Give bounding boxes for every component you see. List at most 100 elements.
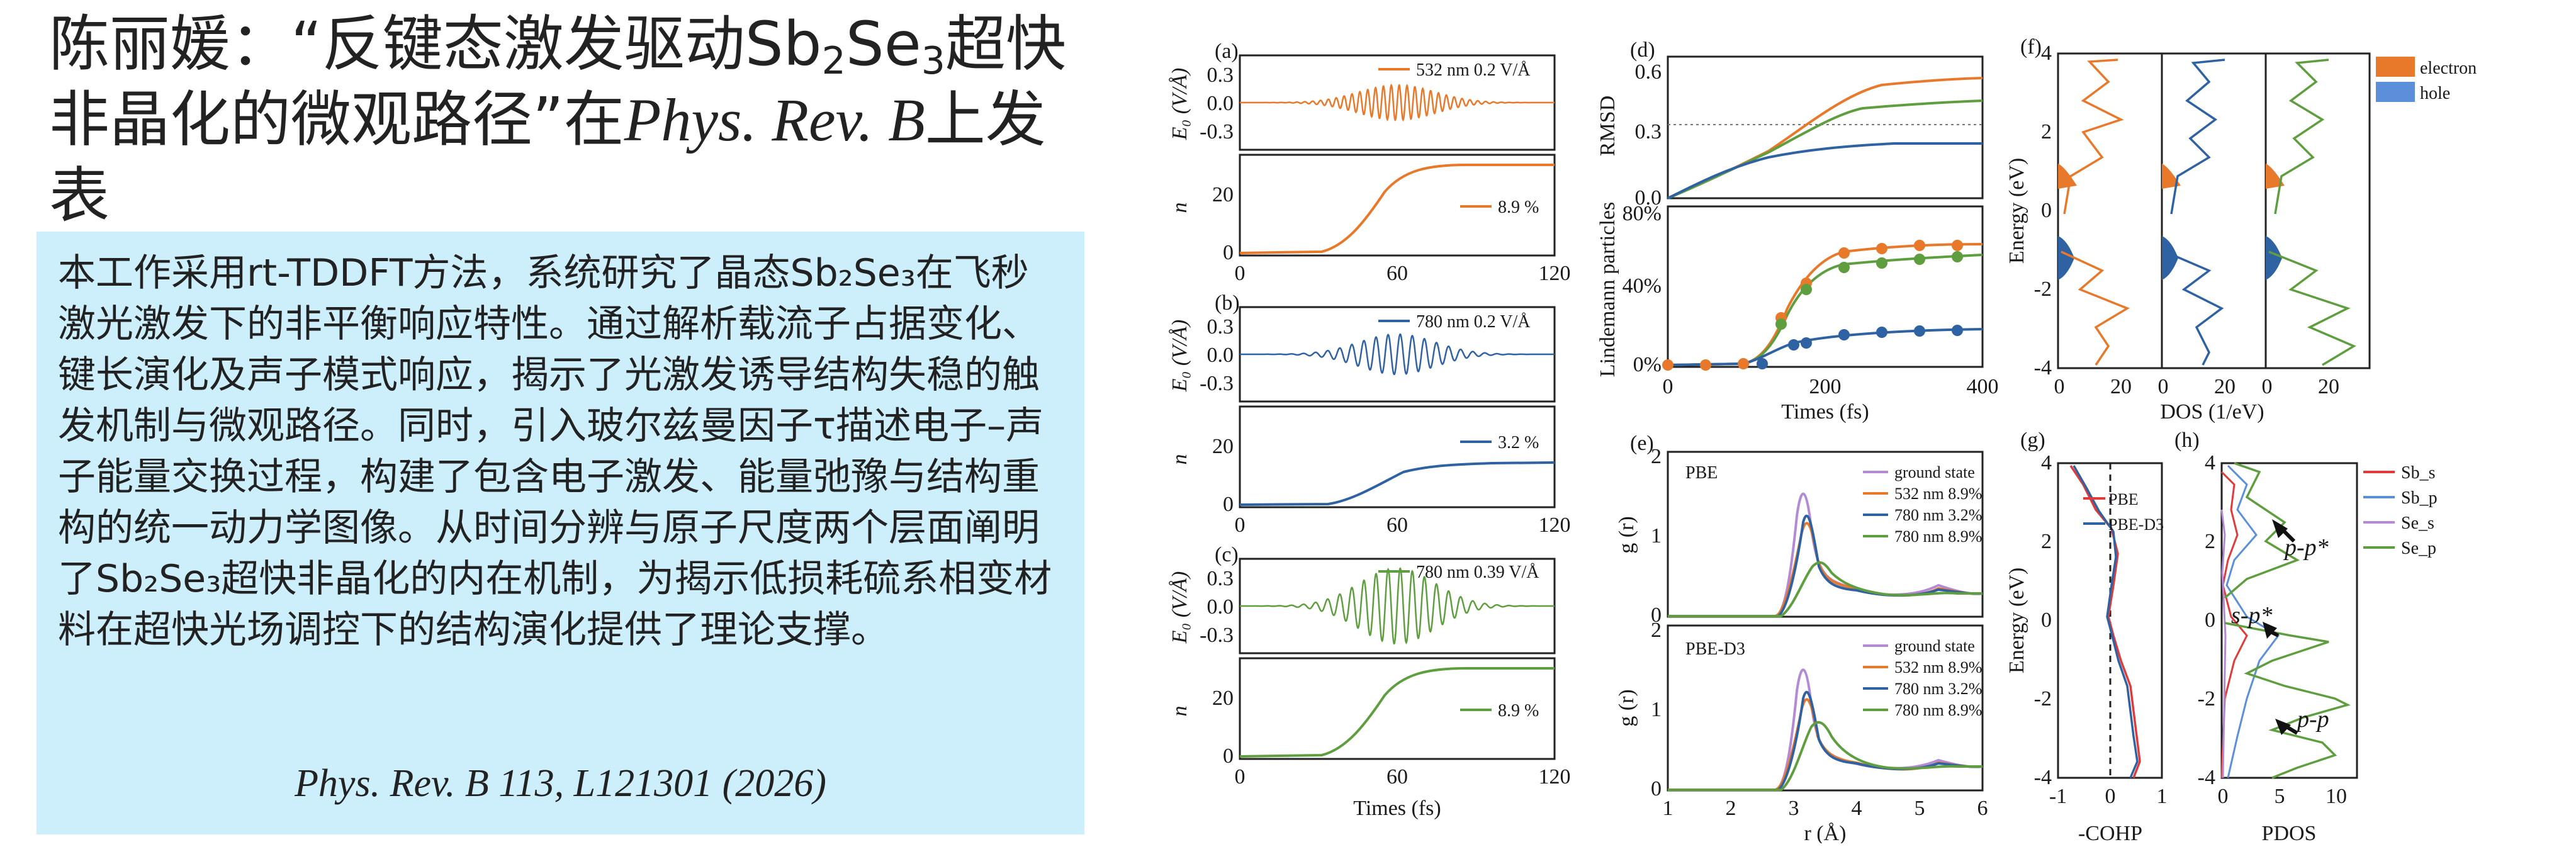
dos-tick: 0 [2158,375,2169,398]
lindemann-marker [1952,325,1963,336]
dos-axis-label: DOS (1/eV) [2160,400,2264,424]
annot-arrow-3-head [2275,719,2291,735]
lindemann-green-curve [1667,254,1983,366]
gr-tick: 1 [1651,524,1662,547]
pdos-sb-p [2225,464,2280,778]
panel-b-legend: 780 nm 0.2 V/Å [1416,312,1531,332]
panel-c-n-legend: 8.9 % [1498,701,1539,721]
dos-tick: 0 [2054,375,2065,398]
lindemann-tick: 40% [1623,274,1662,298]
lindemann-marker [1914,254,1925,265]
gr-tick: 0 [1651,604,1662,627]
lindemann-marker [1838,329,1850,340]
annot-arrow-2-head [2263,622,2277,639]
e0-tick: 0.3 [1207,315,1234,339]
panel-c-field-wave [1240,567,1555,645]
lindemann-orange-curve [1667,243,1983,366]
panel-b-field-wave [1240,333,1555,376]
lindemann-blue-curve [1667,328,1983,366]
lindemann-tick: 0% [1633,353,1662,376]
rmsd-axis-label: RMSD [1596,96,1619,156]
r-tick: 4 [1852,797,1862,820]
panel-a: (a) 532 nm 0.2 V/Å 8.9 % 0.3 0.0 -0.3 20… [1168,40,1571,285]
time-tick: 60 [1386,765,1408,789]
rmsd-green-curve [1667,99,1983,199]
r-axis-label: r (Å) [1804,822,1846,843]
citation: Phys. Rev. B 113, L121301 (2026) [295,762,826,805]
panel-h: (h) p-p* s-p* p-p 4 2 0 -2 -4 0 5 10 PDO… [2174,429,2438,843]
panel-e-pbe-legend: ground state 532 nm 8.9% 780 nm 3.2% 780 nm… [1863,463,1982,546]
panel-a-label: (a) [1215,40,1239,63]
panel-b-label: (b) [1215,291,1240,315]
lindemann-marker [1801,284,1812,295]
panel-d-rmsd-frame [1667,55,1984,199]
time-tick: 120 [1539,262,1571,285]
dos1-line [2061,59,2130,366]
dos-tick: 0 [2262,375,2273,398]
time-tick: 120 [1539,765,1571,789]
d-time-axis-label: Times (fs) [1781,400,1869,424]
pdos-axis-label: PDOS [2262,822,2317,843]
dos3-hole-fill [2266,236,2282,280]
panel-g: (g) PBE PBE-D3 4 2 0 -2 -4 Energy (eV) -… [2005,429,2168,843]
g-energy-tick: -4 [2034,766,2052,789]
dos-frame-3 [2264,52,2371,369]
gr-axis-label: g (r) [1615,516,1638,553]
lindemann-markers [1662,240,1963,371]
dos1-hole-fill [2058,236,2074,280]
energy-tick: 4 [2041,42,2052,65]
panel-b-n-curve [1239,461,1555,506]
panel-c-label: (c) [1215,543,1239,566]
e0-axis-label: E₀ (V/Å) [1168,320,1191,393]
e0-tick: -0.3 [1200,120,1234,143]
cohp-tick: 0 [2105,785,2116,808]
panel-f: (f) 4 2 0 -2 -4 Energy (eV) 0 20 0 20 0 … [2005,35,2477,424]
cohp-pbe-curve [2069,465,2141,778]
panel-d: (d) 0.6 0.3 0.0 RMSD 80% 40% 0% 0 200 40… [1596,38,1999,424]
lindemann-marker [1838,262,1850,273]
gr-axis-label: g (r) [1615,689,1638,726]
annot-arrow-1-head [2272,519,2288,538]
legend-sb-p: Sb_p [2401,488,2438,508]
gr-legend-label: ground state [1894,637,1975,655]
gr-pbed3-780-8 [1668,721,1983,791]
pdos-frame [2220,462,2358,779]
energy-tick: 2 [2041,120,2052,143]
h-energy-tick: 2 [2205,530,2215,553]
panel-c: (c) 780 nm 0.39 V/Å 8.9 % 0.3 0.0 -0.3 2… [1168,543,1571,820]
h-energy-tick: -4 [2198,766,2215,789]
n-tick: 20 [1212,435,1234,458]
lindemann-marker [1775,318,1787,330]
abstract-text: 本工作采用rt-TDDFT方法，系统研究了晶态Sb₂Se₃在飞秒激光激发下的非平… [58,251,1052,652]
h-energy-tick: 0 [2205,609,2215,632]
time-axis-label: Times (fs) [1353,797,1441,820]
d-time-tick: 200 [1809,375,1842,398]
panel-c-n-frame [1239,657,1556,760]
energy-tick: -4 [2034,356,2052,379]
panel-e-pbed3-legend: ground state 532 nm 8.9% 780 nm 3.2% 780 nm… [1863,637,1982,719]
e0-axis-label: E₀ (V/Å) [1168,68,1191,141]
lindemann-marker [1838,247,1850,259]
r-tick: 5 [1915,797,1925,820]
h-energy-tick: 4 [2205,451,2215,474]
cohp-tick: -1 [2049,785,2067,808]
annot-p-p-star: p-p* [2283,534,2329,561]
gr-legend-label: 780 nm 8.9% [1894,701,1982,719]
g-energy-tick: 0 [2041,609,2052,632]
h-energy-tick: -2 [2198,687,2215,710]
legend-se-p: Se_p [2401,539,2436,558]
legend-se-s: Se_s [2401,514,2434,533]
dos-tick: 20 [2214,375,2236,398]
time-tick: 60 [1386,262,1408,285]
panel-e-pbe-title: PBE [1685,463,1718,483]
dos-tick: 20 [2318,375,2339,398]
e0-tick: 0.0 [1207,344,1234,367]
gr-tick: 1 [1651,698,1662,721]
energy-axis-label: Energy (eV) [2005,158,2028,264]
panel-g-label: (g) [2020,429,2045,452]
panel-c-n-curve [1239,667,1555,758]
panel-e-label: (e) [1630,432,1654,455]
r-tick: 3 [1789,797,1799,820]
r-tick: 6 [1977,797,1988,820]
g-energy-tick: 2 [2041,530,2052,553]
